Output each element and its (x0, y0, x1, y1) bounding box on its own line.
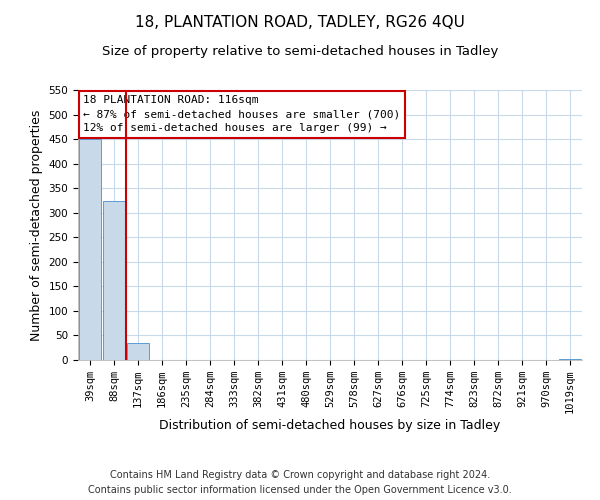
X-axis label: Distribution of semi-detached houses by size in Tadley: Distribution of semi-detached houses by … (160, 419, 500, 432)
Text: Size of property relative to semi-detached houses in Tadley: Size of property relative to semi-detach… (102, 45, 498, 58)
Bar (127, 343, 149, 360)
Y-axis label: Number of semi-detached properties: Number of semi-detached properties (30, 110, 43, 340)
Bar (103, 202, 125, 360)
Text: Contains HM Land Registry data © Crown copyright and database right 2024.: Contains HM Land Registry data © Crown c… (110, 470, 490, 480)
Text: Contains public sector information licensed under the Open Government Licence v3: Contains public sector information licen… (88, 485, 512, 495)
Text: 18 PLANTATION ROAD: 116sqm
← 87% of semi-detached houses are smaller (700)
12% o: 18 PLANTATION ROAD: 116sqm ← 87% of semi… (83, 96, 400, 134)
Bar (79, 139, 101, 360)
Text: 18, PLANTATION ROAD, TADLEY, RG26 4QU: 18, PLANTATION ROAD, TADLEY, RG26 4QU (135, 15, 465, 30)
Bar (559, 358, 581, 360)
